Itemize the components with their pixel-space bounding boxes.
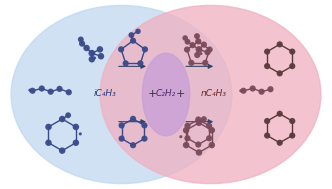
Point: [198, 52, 204, 55]
Point: [48, 90, 53, 93]
Point: [129, 34, 134, 37]
Point: [142, 137, 147, 140]
Point: [207, 48, 212, 51]
Point: [119, 137, 124, 140]
Point: [27, 89, 33, 92]
Point: [92, 56, 97, 59]
Point: [268, 88, 273, 91]
Point: [123, 62, 128, 65]
Point: [39, 87, 44, 90]
Point: [89, 52, 95, 55]
Point: [277, 72, 282, 75]
Point: [205, 51, 210, 54]
Point: [184, 129, 189, 132]
Point: [46, 125, 51, 129]
Point: [259, 90, 264, 93]
Point: [30, 89, 35, 92]
Text: iC₄H₃: iC₄H₃: [94, 89, 117, 98]
Point: [277, 112, 282, 115]
Point: [250, 87, 255, 90]
Point: [184, 144, 189, 147]
Point: [209, 144, 214, 147]
Point: [98, 55, 104, 58]
Point: [178, 135, 184, 138]
Point: [142, 48, 148, 51]
Point: [265, 50, 270, 53]
Point: [201, 118, 207, 121]
Ellipse shape: [100, 5, 321, 184]
Point: [89, 58, 95, 61]
Point: [196, 143, 201, 146]
Point: [119, 48, 124, 51]
Point: [138, 62, 143, 65]
Point: [196, 121, 202, 124]
Point: [196, 151, 202, 154]
Point: [59, 118, 65, 121]
Point: [119, 124, 124, 127]
Text: nC₄H₃: nC₄H₃: [201, 89, 227, 98]
Point: [65, 114, 71, 117]
Point: [196, 48, 202, 51]
Point: [238, 89, 243, 92]
Ellipse shape: [11, 5, 232, 184]
Point: [207, 124, 212, 127]
Point: [142, 124, 147, 127]
Point: [203, 61, 208, 64]
Point: [183, 36, 188, 40]
Point: [135, 30, 141, 33]
Point: [79, 42, 85, 45]
Point: [201, 43, 207, 46]
Point: [196, 40, 201, 43]
Point: [290, 119, 295, 122]
Point: [290, 50, 295, 53]
Point: [265, 119, 270, 122]
Point: [78, 38, 83, 41]
Point: [130, 39, 136, 42]
Point: [241, 89, 246, 92]
Point: [46, 141, 51, 144]
Point: [185, 124, 190, 127]
Point: [209, 129, 214, 132]
Point: [78, 132, 83, 135]
Point: [290, 65, 295, 68]
Point: [57, 87, 62, 90]
Point: [189, 61, 194, 64]
Point: [66, 91, 71, 94]
Point: [97, 48, 103, 51]
Point: [277, 43, 282, 46]
Point: [190, 44, 195, 47]
Point: [185, 40, 190, 43]
Point: [265, 134, 270, 137]
Point: [84, 46, 89, 50]
Point: [59, 149, 65, 152]
Text: +: +: [176, 89, 186, 98]
Ellipse shape: [142, 53, 190, 136]
Point: [184, 48, 190, 51]
Text: +: +: [147, 89, 157, 98]
Point: [277, 141, 282, 144]
Point: [185, 137, 190, 140]
Point: [195, 53, 200, 57]
Point: [73, 141, 79, 144]
Point: [265, 65, 270, 68]
Point: [73, 125, 79, 129]
Text: C₂H₂: C₂H₂: [156, 89, 176, 98]
Point: [130, 117, 136, 120]
Point: [290, 134, 295, 137]
Point: [196, 118, 201, 121]
Point: [207, 137, 212, 140]
Point: [130, 144, 136, 147]
Point: [194, 35, 200, 38]
